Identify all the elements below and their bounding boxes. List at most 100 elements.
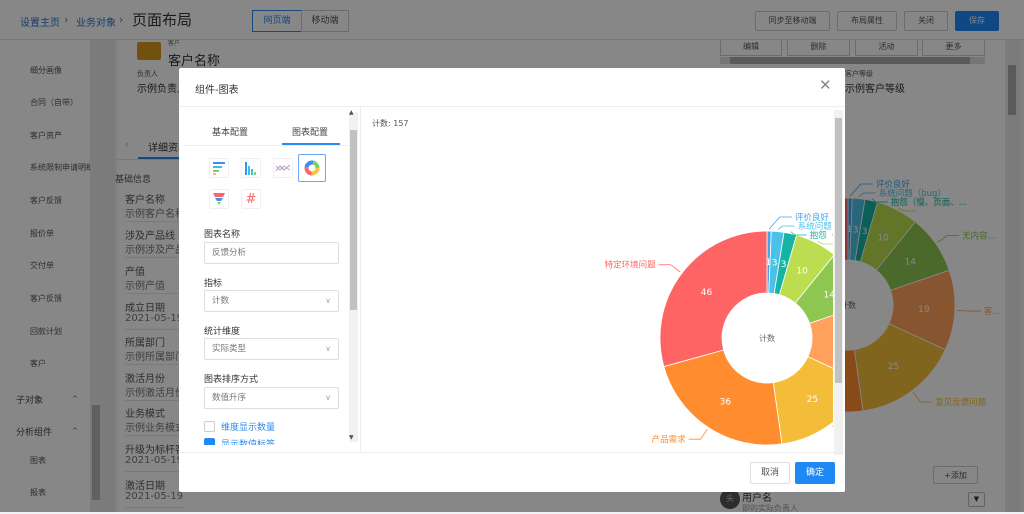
sidebar-item[interactable]: 客户反馈: [30, 196, 62, 205]
activity-button[interactable]: 活动: [855, 40, 918, 56]
page-scrollbar[interactable]: [1005, 40, 1020, 512]
close-button[interactable]: 关闭: [904, 11, 948, 31]
donut-icon[interactable]: [298, 154, 326, 182]
line-icon[interactable]: [273, 158, 293, 178]
sidebar-item[interactable]: 客户反馈: [30, 294, 62, 303]
tab-mobile[interactable]: 移动端: [301, 10, 349, 32]
slice-category-label: 系统问题（bug）: [798, 221, 833, 232]
scroll-up-icon[interactable]: ▲: [349, 109, 354, 116]
chevron-up-icon[interactable]: ^: [72, 427, 78, 435]
slice-value-label: 3: [862, 227, 868, 237]
delete-button[interactable]: 删除: [787, 40, 850, 56]
more-button[interactable]: 更多: [922, 40, 985, 56]
chevron-up-icon[interactable]: ^: [72, 395, 78, 403]
add-button[interactable]: +添加: [933, 466, 978, 484]
sort-select[interactable]: 数值升序 ∨: [204, 387, 339, 409]
breadcrumb-separator: ›: [64, 13, 69, 26]
donut-slice[interactable]: [794, 255, 833, 324]
donut-slice[interactable]: [663, 349, 783, 446]
tab-chart-config[interactable]: 图表配置: [292, 128, 329, 138]
scroll-down-icon[interactable]: ▼: [349, 434, 354, 441]
sidebar-item[interactable]: 细分画像: [30, 66, 62, 75]
edit-button[interactable]: 编辑: [720, 40, 782, 56]
clipped-row: 显示数值标签: [179, 436, 349, 445]
field-value: 示例产值: [125, 281, 165, 292]
field-label: 激活日期: [125, 481, 165, 492]
number-icon[interactable]: #: [241, 189, 261, 209]
sidebar-item[interactable]: 合同（自带）: [30, 98, 78, 107]
sidebar-item[interactable]: 交付单: [30, 261, 54, 270]
slice-category-label: 产品需求: [652, 434, 687, 445]
sidebar-group-analysis[interactable]: 分析组件: [16, 428, 53, 438]
label-leader-line: [790, 231, 807, 236]
tab-basic-config[interactable]: 基本配置: [212, 128, 249, 138]
slice-category-label: 评价良好: [876, 179, 911, 190]
layout-props-button[interactable]: 布局属性: [837, 11, 897, 31]
slice-value-label: 14: [824, 290, 833, 300]
dialog-title: 组件-图表: [195, 85, 239, 96]
bar-horizontal-icon[interactable]: [209, 158, 229, 178]
dimension-value: 实际类型: [212, 344, 247, 354]
confirm-button[interactable]: 确定: [795, 462, 835, 484]
sidebar-item-chart[interactable]: 图表: [30, 456, 46, 465]
sidebar-item[interactable]: 系统限制申请明细: [30, 163, 92, 172]
save-button[interactable]: 保存: [955, 11, 999, 31]
sidebar-group-subobject[interactable]: 子对象: [16, 396, 44, 406]
donut-slice[interactable]: [659, 230, 768, 368]
dimension-select[interactable]: 实际类型 ∨: [204, 338, 339, 360]
divider: [125, 364, 185, 365]
bar-vertical-icon[interactable]: [241, 158, 261, 178]
preview-scroll-thumb[interactable]: [835, 118, 842, 383]
slice-value-label: 10: [877, 234, 889, 244]
label-leader-line: [817, 240, 833, 245]
level-label: 客户等级: [845, 70, 873, 78]
record-icon: [137, 42, 161, 60]
metric-select[interactable]: 计数 ∨: [204, 290, 339, 312]
close-icon[interactable]: ✕: [819, 76, 832, 94]
divider: [117, 159, 197, 160]
active-tab-indicator: [282, 143, 340, 145]
user-label: 用户名: [742, 493, 772, 504]
cancel-button[interactable]: 取消: [750, 462, 790, 484]
sidebar-item[interactable]: 回款计划: [30, 327, 62, 336]
tab-prev-icon[interactable]: ‹: [125, 140, 129, 150]
config-scroll-thumb[interactable]: [350, 130, 357, 310]
sidebar-item-report[interactable]: 报表: [30, 488, 46, 497]
slice-category-label: 客...: [984, 306, 1001, 317]
sidebar: 细分画像 合同（自带） 客户资产 系统限制申请明细 客户反馈 报价单 交付单 客…: [0, 40, 92, 512]
funnel-icon[interactable]: [209, 189, 229, 209]
slice-value-label: 1: [766, 258, 772, 268]
owner-value: 示例负责人: [137, 84, 187, 95]
label-leader-line: [912, 392, 933, 403]
tab-details[interactable]: 详细资料: [148, 143, 188, 154]
divider: [179, 106, 845, 107]
breadcrumb-home[interactable]: 设置主页: [20, 18, 60, 29]
donut-slice[interactable]: [807, 303, 833, 382]
dropdown-caret-icon[interactable]: ▼: [968, 492, 985, 507]
slice-value-label: 19: [918, 305, 930, 315]
action-scrollbar[interactable]: [720, 57, 985, 64]
show-value-label-label[interactable]: 显示数值标签: [221, 440, 276, 445]
field-value: 2021-05-19: [125, 491, 184, 502]
sync-mobile-button[interactable]: 同步至移动端: [755, 11, 830, 31]
show-value-label-checkbox[interactable]: [204, 438, 215, 445]
chart-name-input[interactable]: 反馈分析: [204, 242, 339, 264]
section-title: 基础信息: [115, 175, 152, 185]
show-dim-count-label[interactable]: 维度显示数量: [221, 423, 276, 433]
sidebar-item[interactable]: 报价单: [30, 229, 54, 238]
breadcrumb-object[interactable]: 业务对象: [76, 18, 116, 29]
divider: [125, 400, 185, 401]
metric-label: 指标: [204, 279, 223, 289]
sidebar-item[interactable]: 客户: [30, 359, 46, 368]
sidebar-scroll-thumb[interactable]: [92, 405, 100, 500]
divider: [184, 145, 354, 146]
donut-slice[interactable]: [772, 356, 833, 445]
label-leader-line: [777, 225, 795, 230]
page-title: 页面布局: [132, 11, 193, 29]
level-value: 示例客户等级: [845, 84, 905, 95]
show-dim-count-checkbox[interactable]: [204, 421, 215, 432]
record-tag: 客户: [168, 40, 181, 47]
sidebar-item[interactable]: 客户资产: [30, 131, 62, 140]
label-leader-line: [658, 264, 681, 273]
field-value: 2021-05-19: [125, 313, 184, 324]
